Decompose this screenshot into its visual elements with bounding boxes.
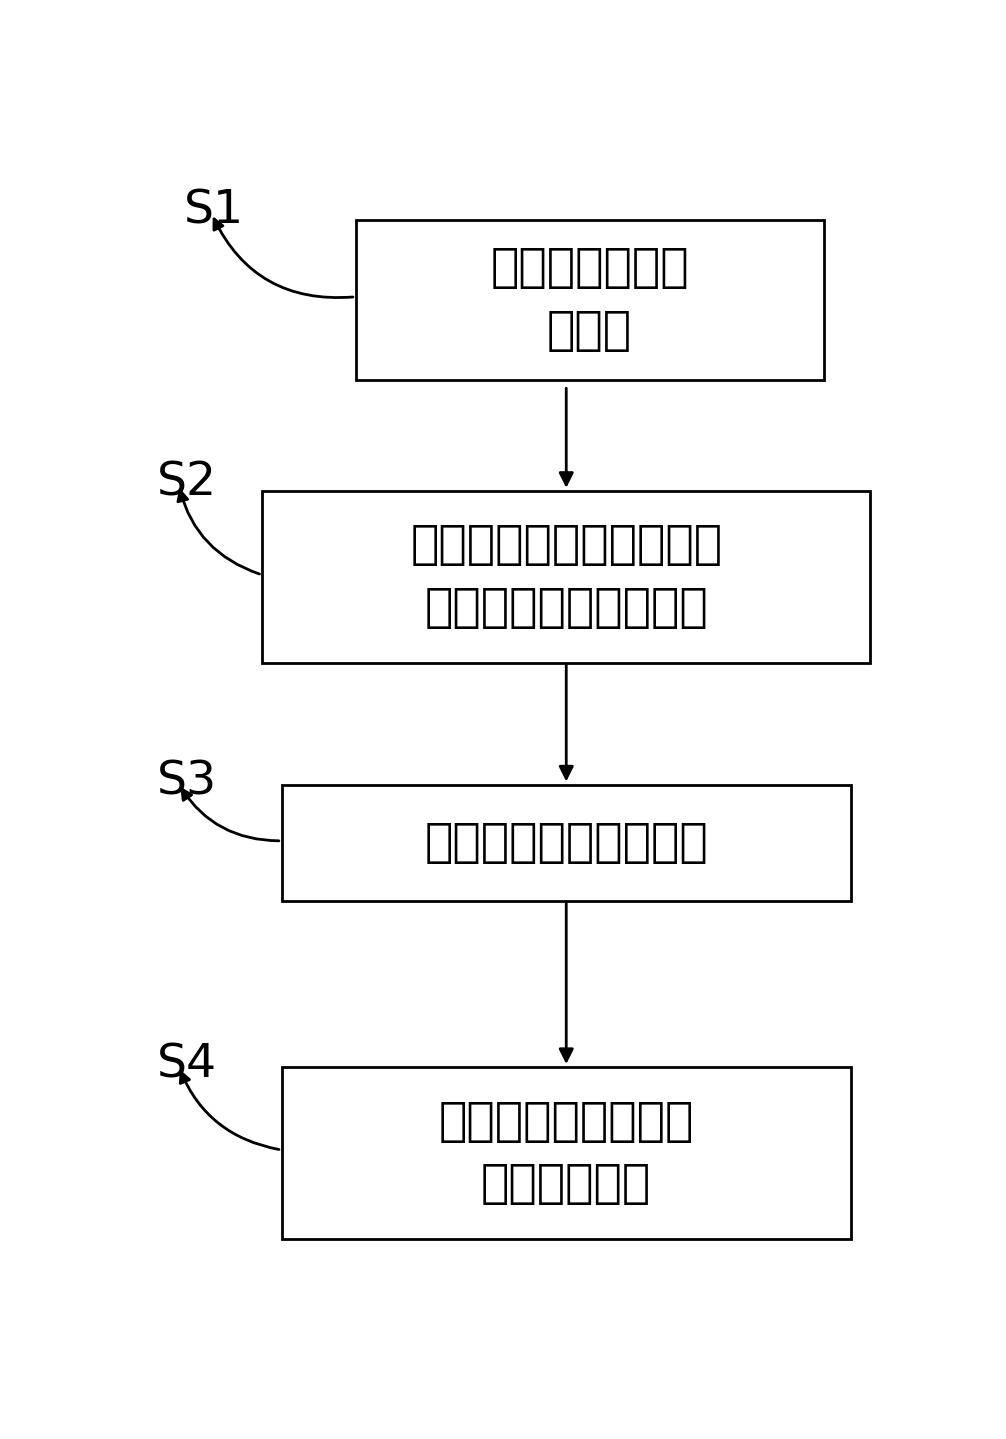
Text: 选用掺铁磷化铟
单晶片: 选用掺铁磷化铟 单晶片 (490, 246, 689, 354)
Text: 将石英管抽真空并封闭: 将石英管抽真空并封闭 (425, 820, 708, 865)
FancyBboxPatch shape (282, 784, 851, 901)
Text: 将掺铁磷化铟单晶片以及
红磷间隔放入石英管中: 将掺铁磷化铟单晶片以及 红磷间隔放入石英管中 (410, 524, 722, 630)
Text: 将封闭的石英管放入
退火炉中退火: 将封闭的石英管放入 退火炉中退火 (439, 1099, 694, 1207)
FancyBboxPatch shape (282, 1068, 851, 1239)
Text: S2: S2 (157, 460, 217, 505)
Text: S4: S4 (157, 1042, 217, 1086)
Text: S3: S3 (157, 760, 217, 804)
FancyBboxPatch shape (356, 220, 824, 380)
Text: S1: S1 (184, 189, 244, 235)
FancyBboxPatch shape (263, 491, 870, 663)
